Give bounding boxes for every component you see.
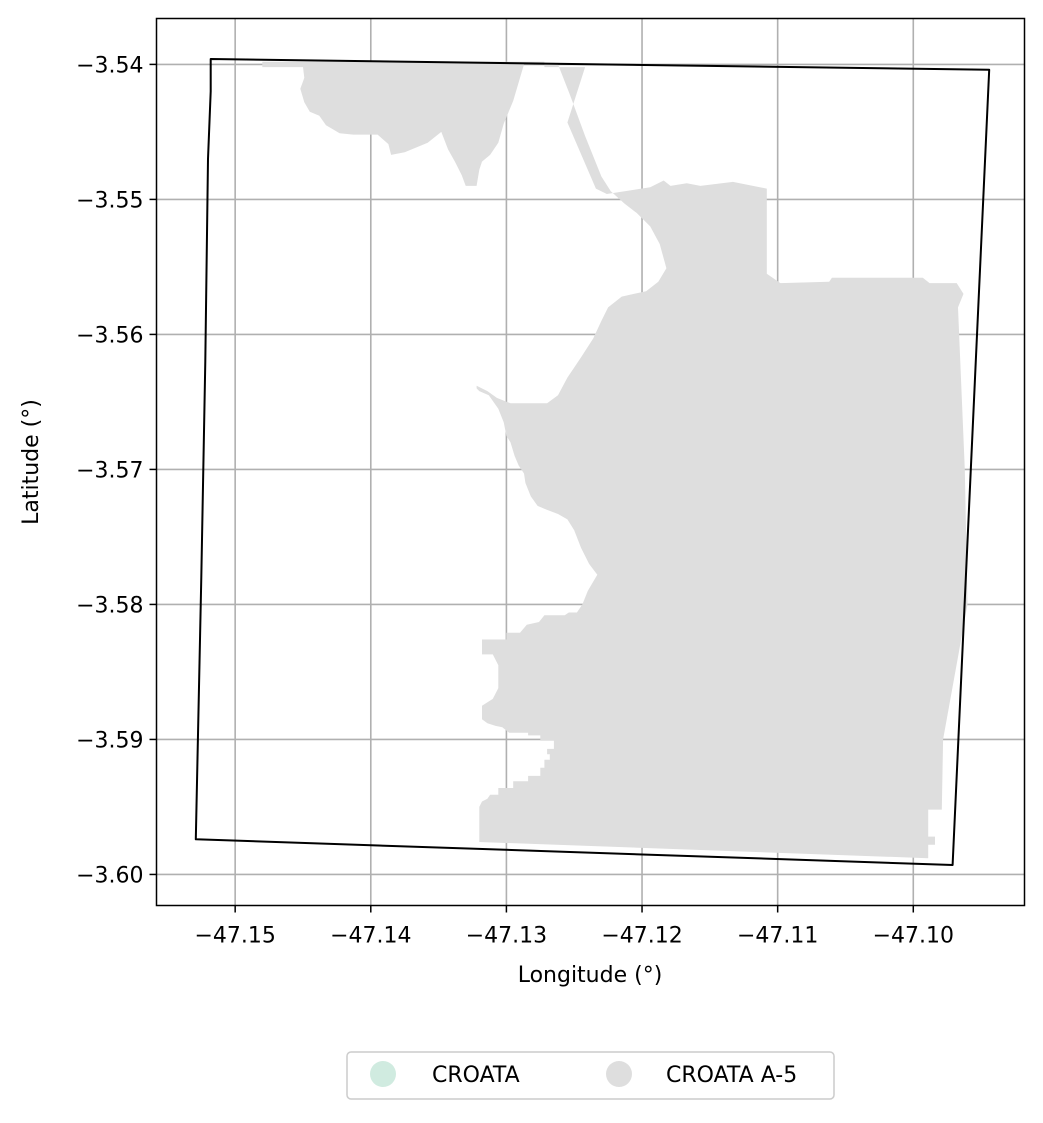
x-axis-ticks: −47.15 −47.14 −47.13 −47.12 −47.11 −47.10 <box>194 905 954 949</box>
y-tick-label: −3.54 <box>76 53 143 78</box>
region-croata-a5 <box>262 61 968 859</box>
legend-label-croata-a5: CROATA A-5 <box>666 1063 797 1088</box>
legend-swatch-croata <box>370 1061 396 1087</box>
x-tick-label: −47.12 <box>601 924 682 949</box>
legend-label-croata: CROATA <box>432 1063 520 1088</box>
plot-area-frame <box>155 17 1026 907</box>
y-axis-ticks: −3.54 −3.55 −3.56 −3.57 −3.58 −3.59 −3.60 <box>76 53 157 888</box>
x-axis-label: Longitude (°) <box>518 963 663 988</box>
legend-swatch-croata-a5 <box>606 1061 632 1087</box>
x-tick-label: −47.13 <box>466 924 547 949</box>
x-tick-label: −47.14 <box>330 924 411 949</box>
boundary-croata <box>194 58 991 866</box>
concession-regions <box>262 61 968 859</box>
x-tick-label: −47.10 <box>873 924 954 949</box>
y-tick-label: −3.60 <box>76 863 143 888</box>
y-tick-label: −3.55 <box>76 188 143 213</box>
y-tick-label: −3.56 <box>76 323 143 348</box>
y-tick-label: −3.57 <box>76 458 143 483</box>
x-tick-label: −47.11 <box>737 924 818 949</box>
legend-box <box>346 1051 835 1100</box>
y-axis-label: Latitude (°) <box>19 399 44 525</box>
x-tick-label: −47.15 <box>194 924 275 949</box>
y-tick-label: −3.59 <box>76 728 143 753</box>
legend: CROATA CROATA A-5 <box>346 1051 835 1100</box>
y-tick-label: −3.58 <box>76 593 143 618</box>
boundary-outline <box>194 58 991 866</box>
